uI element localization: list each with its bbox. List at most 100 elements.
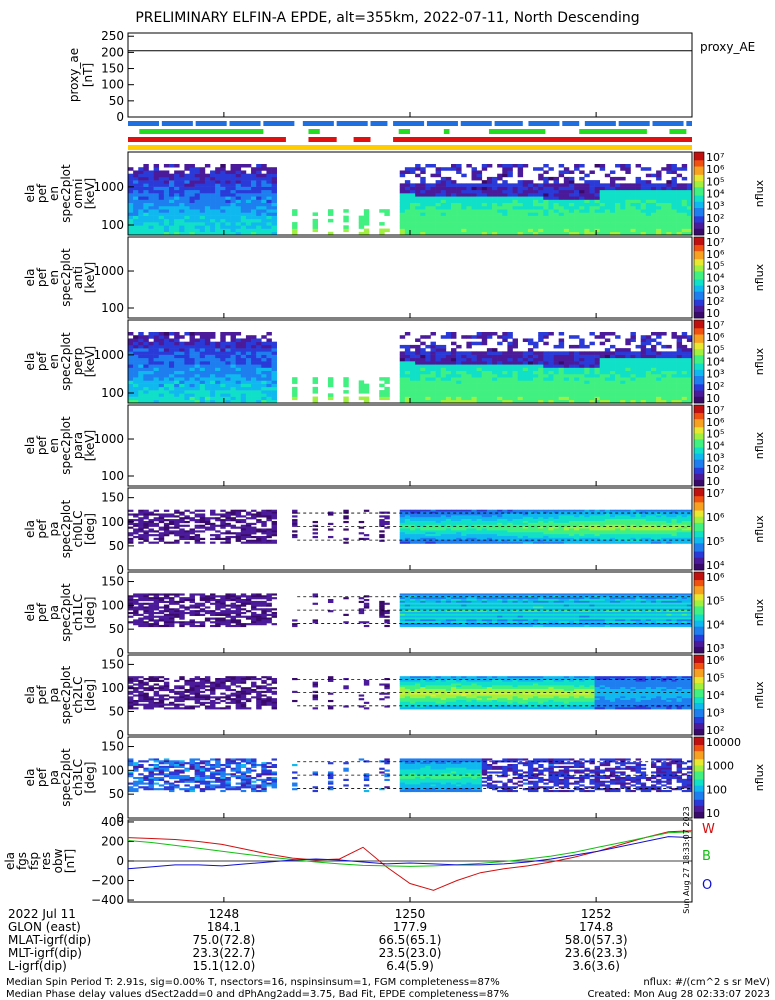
spectrogram-cell bbox=[635, 231, 642, 236]
spectrogram-cell bbox=[527, 539, 534, 542]
colorbar-cell bbox=[694, 373, 704, 377]
spectrogram-cell bbox=[563, 199, 570, 204]
spectrogram-cell bbox=[481, 532, 488, 535]
spectrogram-cell bbox=[681, 176, 688, 181]
spectrogram-cell bbox=[189, 196, 195, 200]
spectrogram-cell bbox=[425, 183, 431, 187]
spectrogram-cell bbox=[645, 373, 652, 378]
spectrogram-cell bbox=[589, 532, 595, 535]
spectrogram-cell bbox=[133, 199, 139, 204]
spectrogram-cell bbox=[143, 164, 149, 168]
spectrogram-cell bbox=[404, 522, 411, 526]
spectrogram-cell bbox=[445, 176, 452, 181]
spectrogram-cell bbox=[471, 370, 477, 375]
spectrogram-cell bbox=[645, 212, 652, 216]
spectrogram-cell bbox=[410, 215, 416, 220]
spectrogram-cell bbox=[512, 520, 518, 524]
spectrogram-cell bbox=[148, 218, 154, 223]
spectrogram-cell bbox=[440, 199, 447, 204]
spectrogram-cell bbox=[538, 183, 544, 187]
spectrogram-cell bbox=[481, 186, 488, 191]
spectrogram-cell bbox=[466, 532, 472, 535]
spectrogram-cell bbox=[143, 380, 149, 384]
spectrogram-cell bbox=[676, 215, 683, 220]
spectrogram-cell bbox=[327, 535, 334, 539]
spectrogram-cell bbox=[363, 390, 370, 394]
spectrogram-cell bbox=[671, 167, 677, 171]
proxy-ae-ytick-label: 200 bbox=[101, 45, 124, 59]
spectrogram-cell bbox=[615, 215, 621, 220]
spectrogram-cell bbox=[517, 373, 524, 378]
spectrogram-cell bbox=[225, 541, 231, 544]
spectrogram-cell bbox=[656, 517, 662, 520]
spectrogram-cell bbox=[235, 218, 242, 223]
spectrogram-cell bbox=[548, 530, 554, 533]
spectrogram-cell bbox=[568, 396, 575, 401]
spectrogram-cell bbox=[404, 167, 411, 171]
spectrogram-cell bbox=[163, 396, 170, 401]
spectrogram-cell bbox=[640, 215, 647, 220]
spectrogram-cell bbox=[251, 180, 257, 184]
spectrogram-cell bbox=[471, 517, 477, 520]
spectrogram-cell bbox=[671, 170, 677, 174]
colorbar-tick-label: 10⁵ bbox=[706, 343, 724, 356]
spectrogram-cell bbox=[169, 164, 175, 168]
spectrogram-cell bbox=[133, 530, 139, 533]
colorbar-tick-label: 10⁴ bbox=[706, 272, 725, 285]
spectrogram-cell bbox=[404, 357, 411, 362]
spectrogram-cell bbox=[517, 515, 524, 518]
spectrogram-cell bbox=[220, 338, 226, 342]
spectrogram-cell bbox=[538, 399, 544, 404]
spectrogram-cell bbox=[615, 393, 621, 397]
spectrogram-cell bbox=[133, 183, 139, 187]
colorbar-cell bbox=[694, 158, 704, 161]
spectrogram-cell bbox=[199, 193, 206, 197]
spectrogram-cell bbox=[138, 338, 144, 342]
spectrogram-cell bbox=[574, 351, 580, 355]
spectrogram-cell bbox=[661, 373, 667, 378]
spectrogram-cell bbox=[251, 364, 257, 368]
spectrogram-cell bbox=[507, 541, 513, 544]
spectrogram-cell bbox=[640, 180, 647, 184]
spectrogram-cell bbox=[235, 167, 242, 171]
spectrogram-cell bbox=[451, 535, 457, 539]
spectrogram-cell bbox=[517, 511, 524, 514]
spectrogram-cell bbox=[235, 383, 242, 388]
spectrogram-cell bbox=[425, 537, 431, 541]
spectrogram-cell bbox=[599, 186, 606, 191]
spectrogram-cell bbox=[245, 528, 252, 531]
spectrogram-cell bbox=[471, 354, 477, 359]
spectrogram-cell bbox=[527, 202, 534, 207]
spectrogram-cell bbox=[609, 205, 616, 210]
spectrogram-cell bbox=[343, 383, 349, 388]
spectrogram-cell bbox=[435, 390, 442, 394]
spectrogram-cell bbox=[615, 231, 621, 236]
spectrogram-cell bbox=[194, 215, 201, 220]
spectrogram-cell bbox=[266, 370, 272, 375]
spectrogram-cell bbox=[312, 225, 319, 229]
spectrogram-cell bbox=[476, 335, 483, 339]
spectrogram-cell bbox=[666, 354, 672, 359]
spectrogram-cell bbox=[420, 539, 426, 542]
panel-ylabel: perp bbox=[71, 348, 85, 376]
spectrogram-cell bbox=[261, 348, 267, 352]
spectrogram-cell bbox=[445, 183, 452, 187]
spectrogram-cell bbox=[486, 176, 493, 181]
spectrogram-cell bbox=[271, 517, 277, 520]
spectrogram-cell bbox=[133, 335, 139, 339]
spectrogram-cell bbox=[625, 164, 631, 168]
spectrogram-cell bbox=[502, 364, 508, 368]
spectrogram-cell bbox=[220, 205, 226, 210]
spectrogram-cell bbox=[558, 202, 565, 207]
spectrogram-cell bbox=[430, 528, 436, 531]
spectrogram-cell bbox=[604, 338, 611, 342]
spectrogram-cell bbox=[553, 176, 559, 181]
spectrogram-cell bbox=[553, 202, 559, 207]
spectrogram-cell bbox=[650, 373, 657, 378]
spectrogram-cell bbox=[527, 526, 534, 529]
colorbar-cell bbox=[694, 369, 704, 373]
spectrogram-cell bbox=[384, 520, 390, 524]
spectrogram-cell bbox=[425, 357, 431, 362]
colorbar-cell bbox=[694, 166, 704, 169]
spectrogram-cell bbox=[538, 517, 544, 520]
